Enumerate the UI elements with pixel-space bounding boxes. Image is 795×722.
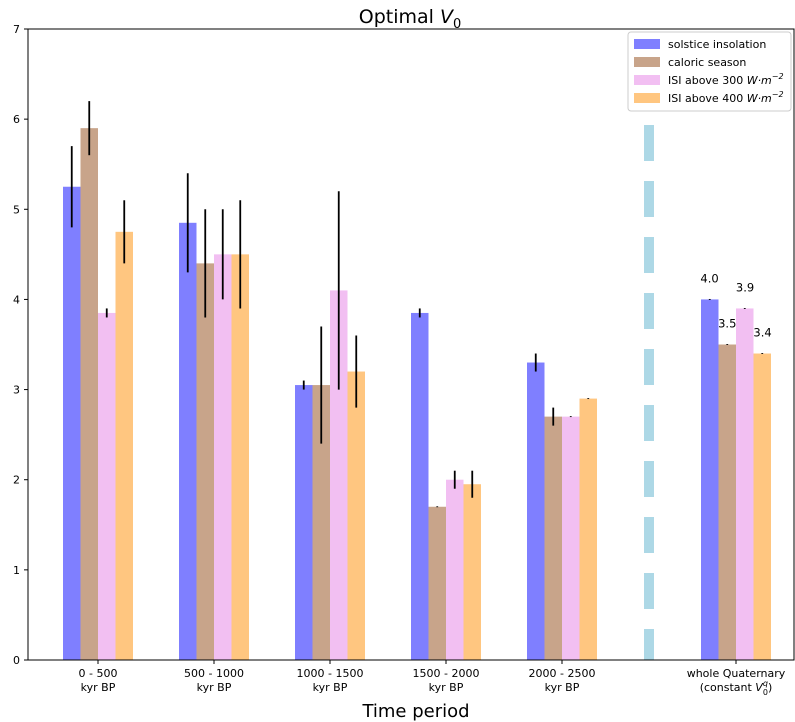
data-label: 4.0 (700, 271, 718, 285)
x-tick-label: 2000 - 2500 (529, 667, 596, 680)
text-span: 0 (763, 688, 768, 697)
bar (562, 416, 580, 660)
bar (295, 385, 313, 660)
text-span: V (755, 681, 764, 694)
plot-frame (27, 28, 795, 661)
x-tick-label-line2: kyr BP (545, 681, 580, 694)
legend-label: solstice insolation (668, 38, 766, 51)
text-span: ISI above 300 (668, 74, 747, 87)
bar (63, 186, 81, 660)
bar (312, 385, 330, 660)
text-span: W·m (747, 92, 772, 105)
x-tick-label-line2: kyr BP (429, 681, 464, 694)
text-span: ) (768, 681, 772, 694)
bar (80, 128, 98, 660)
text-span: ISI above 400 (668, 92, 747, 105)
legend: solstice insolation caloric season ISI abo… (627, 31, 792, 112)
legend-swatch (634, 39, 660, 49)
y-tick-label: 4 (13, 293, 20, 306)
bar (701, 299, 719, 660)
bar (446, 479, 464, 660)
legend-label: ISI above 400 W·m−2 (668, 90, 784, 105)
bar (411, 312, 429, 660)
text-span: −2 (772, 72, 784, 81)
bar (98, 312, 116, 660)
bar (196, 263, 214, 660)
text-span: −2 (772, 90, 784, 99)
data-label: 3.4 (753, 326, 771, 340)
chart-title: Optimal V0 (359, 6, 462, 32)
bar (736, 308, 754, 660)
bar (214, 254, 232, 660)
bar (115, 231, 133, 661)
x-tick-label-line2: (constant Vq 0) (700, 679, 773, 697)
y-tick-label: 3 (13, 384, 20, 397)
data-label: 3.9 (736, 280, 754, 294)
y-tick-label: 1 (13, 564, 20, 577)
bar (463, 484, 481, 660)
bar (718, 344, 736, 660)
x-axis-label: Time period (361, 701, 469, 722)
x-tick-label-line2: kyr BP (313, 681, 348, 694)
text-span: caloric season (668, 56, 746, 69)
bar (428, 506, 446, 660)
legend-swatch (634, 75, 660, 85)
bar (347, 371, 365, 660)
y-tick-label: 6 (13, 113, 20, 126)
x-tick-label: 1500 - 2000 (413, 667, 480, 680)
bar (579, 398, 597, 660)
bar (527, 362, 545, 660)
y-tick-label: 0 (13, 654, 20, 667)
x-tick-label: 1000 - 1500 (297, 667, 364, 680)
x-tick-label: 500 - 1000 (184, 667, 244, 680)
x-tick-label-line2: kyr BP (81, 681, 116, 694)
y-tick-label: 2 (13, 474, 20, 487)
text-span: W·m (747, 74, 772, 87)
legend-box (627, 31, 792, 112)
y-tick-label: 5 (13, 203, 20, 216)
x-tick-label: whole Quaternary (687, 667, 786, 680)
legend-label: ISI above 300 W·m−2 (668, 72, 784, 87)
x-tick-label-line2: kyr BP (197, 681, 232, 694)
x-tick-label: 0 - 500 (79, 667, 118, 680)
bar (753, 353, 771, 660)
bar (544, 416, 562, 660)
bar (231, 254, 249, 660)
text-span: (constant (700, 681, 756, 694)
legend-swatch (634, 93, 660, 103)
bar (179, 222, 197, 661)
text-span: q (763, 679, 768, 688)
legend-label: caloric season (668, 56, 746, 69)
y-tick-label: 7 (13, 23, 20, 36)
text-span: solstice insolation (668, 38, 766, 51)
legend-swatch (634, 57, 660, 67)
data-label: 3.5 (718, 317, 736, 331)
bar (330, 290, 348, 660)
